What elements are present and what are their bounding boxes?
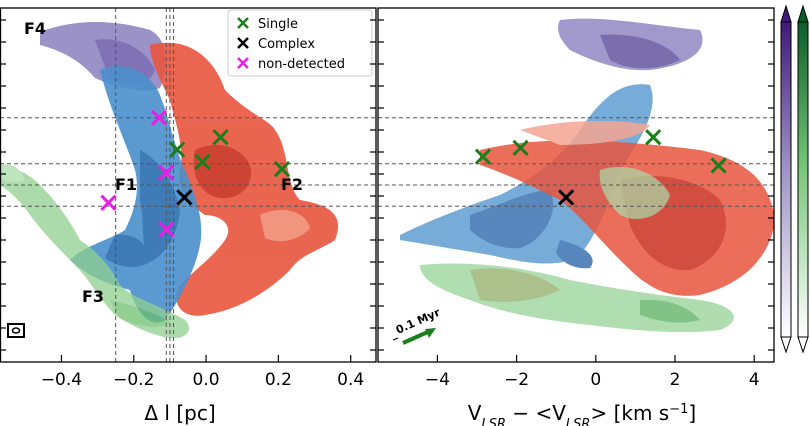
single-marker — [194, 153, 211, 171]
beam-ellipse-icon — [7, 323, 25, 338]
single-marker — [169, 141, 186, 158]
time-arrow-label: 0.1 Myr — [394, 306, 443, 337]
region-label-f4: F4 — [24, 19, 46, 38]
region-label-f3: F3 — [82, 287, 104, 306]
right-panel: 0.1 Myr −4 −2 0 2 4 VLSR − <VLSR> [km s−1] — [378, 18, 774, 426]
legend: Single Complex non-detected — [227, 9, 373, 77]
left-axes-frame — [0, 7, 377, 363]
right-axes-frame — [377, 7, 775, 363]
non-detected-marker — [158, 221, 175, 238]
x-tick-label: −2 — [504, 370, 529, 390]
x-tick-label: 0 — [590, 370, 601, 390]
left-x-axis-title: Δ l [pc] — [144, 401, 215, 425]
x-tick-label: 4 — [749, 370, 760, 390]
x-tick-label: 2 — [670, 370, 681, 390]
non-detected-marker — [100, 194, 117, 211]
single-marker — [645, 129, 662, 146]
left-x-ticks: −0.4 −0.2 0.0 0.2 0.4 — [41, 355, 364, 390]
right-marker-layer — [474, 129, 727, 206]
complex-marker — [176, 189, 193, 206]
time-arrow — [392, 328, 436, 345]
legend-label-non-detected: non-detected — [258, 57, 345, 72]
legend-label-single: Single — [258, 17, 298, 32]
legend-single-marker — [237, 17, 249, 29]
single-marker — [273, 160, 291, 178]
legend-complex-marker — [237, 37, 249, 49]
left-panel: F4 F1 F2 F3 Single Complex non-detected … — [0, 8, 376, 425]
left-plot-area — [0, 8, 376, 362]
non-detected-marker — [150, 109, 168, 126]
left-marker-layer — [100, 109, 291, 238]
right-purple-points — [558, 18, 703, 71]
non-detected-marker — [158, 164, 175, 181]
legend-nondetected-marker — [237, 57, 249, 69]
region-label-f1: F1 — [115, 175, 137, 194]
right-x-axis-title: VLSR − <VLSR> [km s−1] — [468, 401, 696, 426]
right-plot-area: 0.1 Myr — [378, 18, 774, 345]
complex-marker — [557, 189, 575, 206]
x-tick-label: 0.0 — [193, 370, 220, 390]
colorbar-green — [797, 4, 809, 354]
x-tick-label: 0.4 — [337, 370, 364, 390]
x-tick-label: 0.2 — [265, 370, 292, 390]
region-label-f2: F2 — [281, 175, 303, 194]
single-marker — [212, 129, 229, 146]
colorbar-purple — [780, 4, 792, 354]
f3-emission-region — [0, 164, 190, 339]
x-tick-label: −4 — [425, 370, 450, 390]
right-x-ticks: −4 −2 0 2 4 — [425, 355, 760, 390]
right-reference-hlines — [378, 117, 774, 207]
right-y-ticks — [378, 19, 774, 351]
single-marker — [512, 139, 529, 156]
single-marker — [710, 157, 727, 174]
x-tick-label: −0.4 — [41, 370, 82, 390]
legend-label-complex: Complex — [258, 37, 315, 52]
single-marker — [474, 148, 492, 165]
x-tick-label: −0.2 — [113, 370, 154, 390]
